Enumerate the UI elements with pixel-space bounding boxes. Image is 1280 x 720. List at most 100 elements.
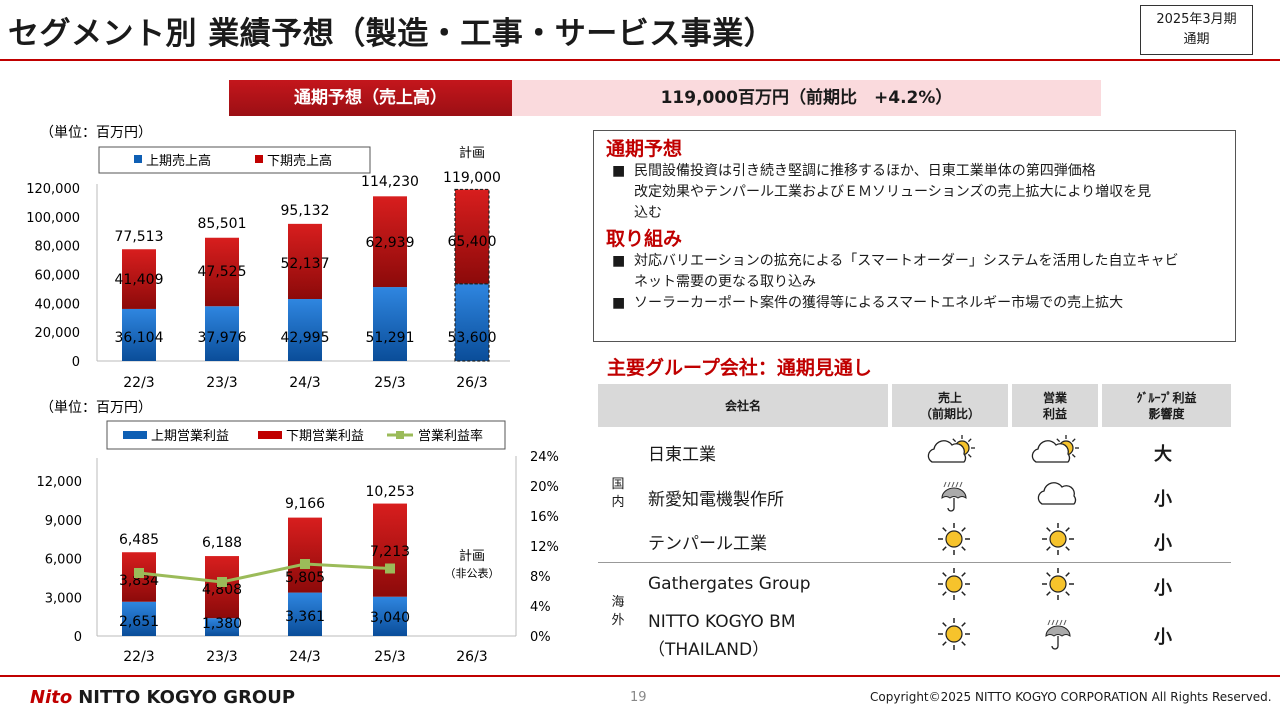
data-label-h2: 5,805 <box>285 570 325 586</box>
plan-note: （非公表） <box>445 566 500 580</box>
x-tick-label: 26/3 <box>456 375 487 391</box>
unit-label: （単位：百万円） <box>40 400 152 416</box>
outlook-item: ■ 民間設備投資は引き続き堅調に推移するほか、日東工業単体の第四弾価格 改定効果やテ… <box>606 161 1223 224</box>
period-box: 2025年3月期 通期 <box>1140 5 1253 55</box>
title-divider <box>0 59 1280 61</box>
bar-h1-sales <box>288 299 322 361</box>
y-tick-label: 40,000 <box>35 297 81 312</box>
legend-swatch <box>396 431 404 439</box>
copyright: Copyright©2025 NITTO KOGYO CORPORATION A… <box>870 690 1272 704</box>
region-char: 海 <box>611 595 625 610</box>
col-header-profit-line: 利益 <box>1042 406 1067 421</box>
bar-h1-profit <box>205 618 239 636</box>
bullet: ■ <box>612 295 626 311</box>
y2-tick-label: 12% <box>530 540 559 555</box>
legend-box <box>106 420 506 450</box>
y-tick-label: 6,000 <box>45 553 82 568</box>
legend-label: 下期売上高 <box>267 153 332 169</box>
y-tick-label: 3,000 <box>45 591 82 606</box>
legend-label: 営業利益率 <box>418 428 483 444</box>
bar-h2-sales <box>288 223 322 300</box>
y2-tick-label: 16% <box>530 510 559 525</box>
col-header-company: 会社名 <box>598 384 888 427</box>
legend-swatch <box>123 431 147 439</box>
y2-tick-label: 8% <box>530 570 551 585</box>
data-label-h2: 52,137 <box>281 256 330 272</box>
sales-chart: （単位：百万円） 上期売上高 下期売上高 0 20,000 40,000 60,000 80,… <box>26 125 510 391</box>
data-label-total: 77,513 <box>115 229 164 245</box>
impact-value: 大 <box>1154 444 1172 465</box>
region-overseas: 海外 <box>611 594 625 630</box>
y-tick-label: 120,000 <box>26 182 80 197</box>
sun-behind-cloud-icon <box>1031 435 1079 463</box>
y-tick-label: 9,000 <box>45 514 82 529</box>
x-tick-label: 26/3 <box>456 649 487 665</box>
outlook-heading: 通期予想 <box>606 138 683 160</box>
data-label-total: 95,132 <box>281 203 330 219</box>
page-title: セグメント別 業績予想（製造・工事・サービス事業） <box>8 16 776 52</box>
sun-icon <box>938 618 970 650</box>
outlook-item-text: 改定効果やテンパール工業およびＥＭソリューションズの売上拡大により増収を見 <box>634 184 1152 200</box>
impact-value: 小 <box>1154 627 1172 648</box>
region-char: 内 <box>611 495 625 510</box>
charts-area: （単位：百万円） 上期売上高 下期売上高 0 20,000 40,000 60,000 80,… <box>26 125 559 665</box>
data-label-h2: 3,834 <box>119 573 159 589</box>
col-header-sales-line: 売上 <box>937 390 962 405</box>
unit-label: （単位：百万円） <box>40 125 152 141</box>
data-label-h2: 7,213 <box>370 544 410 560</box>
margin-point <box>385 563 395 574</box>
legend-swatch <box>258 431 282 439</box>
y-tick-label: 60,000 <box>35 269 81 284</box>
data-label-h1: 53,600 <box>448 330 497 346</box>
x-tick-label: 24/3 <box>289 375 320 391</box>
y2-tick-label: 24% <box>530 450 559 465</box>
data-label-h1: 1,380 <box>202 616 242 632</box>
y-tick-label: 0 <box>74 630 82 645</box>
margin-line <box>138 562 391 584</box>
bar-h2-sales <box>205 237 239 307</box>
legend-label: 上期売上高 <box>146 153 211 169</box>
profit-chart: （単位：百万円） 上期営業利益 下期営業利益 営業利益率 0 3,000 6,000 9,00… <box>37 400 559 665</box>
legend-swatch <box>255 155 263 163</box>
data-label-total: 119,000 <box>443 170 501 186</box>
weather-icons <box>927 435 1079 650</box>
x-tick-label: 24/3 <box>289 649 320 665</box>
data-label-total: 9,166 <box>285 496 325 512</box>
initiative-item: ■ 対応バリエーションの拡充による「スマートオーダー」システムを活用した自立キャビ… <box>606 251 1223 293</box>
bar-h1-profit <box>288 592 322 636</box>
y2-tick-label: 0% <box>530 630 551 645</box>
bar-h1-sales <box>122 308 156 361</box>
period-line2: 通期 <box>1183 32 1210 47</box>
bullet: ■ <box>612 163 626 179</box>
data-label-h1: 42,995 <box>281 330 330 346</box>
company-name: Gathergates Group <box>648 574 811 594</box>
period-line1: 2025年3月期 <box>1156 12 1237 27</box>
plan-label: 計画 <box>459 548 485 564</box>
initiative-item: ■ ソーラーカーポート案件の獲得等によるスマートエネルギー市場での売上拡大 <box>606 293 1223 314</box>
col-header-impact-line: 影響度 <box>1148 406 1185 421</box>
col-header-profit-line: 営業 <box>1042 390 1067 405</box>
data-label-total: 6,188 <box>202 535 242 551</box>
company-name-sub: （THAILAND） <box>648 640 770 660</box>
region-char: 外 <box>611 613 625 628</box>
y2-tick-label: 20% <box>530 480 559 495</box>
sun-icon <box>1042 523 1074 555</box>
x-tick-label: 23/3 <box>206 649 237 665</box>
col-header-impact: ｸﾞﾙｰﾌﾟ利益 影響度 <box>1102 384 1231 427</box>
data-label-h2: 47,525 <box>198 264 247 280</box>
region-char: 国 <box>611 477 625 492</box>
impact-value: 小 <box>1154 533 1172 554</box>
data-label-h1: 51,291 <box>366 330 415 346</box>
data-label-h1: 37,976 <box>198 330 247 346</box>
data-label-h1: 3,040 <box>370 610 410 626</box>
col-header-impact-line: ｸﾞﾙｰﾌﾟ利益 <box>1136 390 1197 405</box>
bullet: ■ <box>612 253 626 269</box>
bar-h2-sales <box>122 249 156 309</box>
logo-mark: Nito <box>30 687 73 708</box>
data-label-h2: 65,400 <box>448 234 497 250</box>
legend-label: 上期営業利益 <box>151 428 229 444</box>
data-label-total: 85,501 <box>198 216 247 232</box>
company-logo: Nito NITTO KOGYO GROUP <box>30 687 295 708</box>
y-tick-label: 80,000 <box>35 240 81 255</box>
col-header-sales-line: （前期比） <box>919 406 980 421</box>
